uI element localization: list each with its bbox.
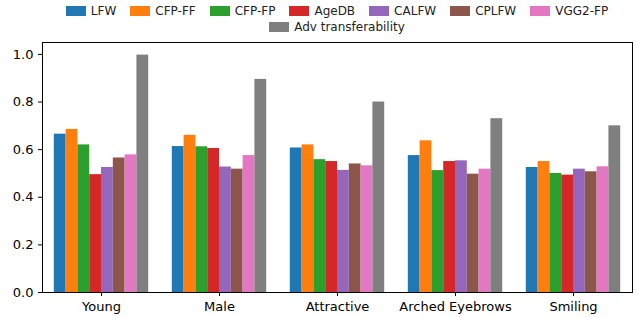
svg-text:1.0: 1.0 xyxy=(13,47,34,62)
html-text:LFW: LFW xyxy=(90,4,117,18)
svg-text:0.0: 0.0 xyxy=(13,285,34,300)
svg-text:0.6: 0.6 xyxy=(13,142,34,157)
svg-text:0.8: 0.8 xyxy=(13,94,34,109)
svg-text:Attractive: Attractive xyxy=(306,299,370,314)
html-text:CALFW: CALFW xyxy=(394,4,437,18)
svg-text:Arched Eyebrows: Arched Eyebrows xyxy=(399,299,512,314)
svg-text:0.2: 0.2 xyxy=(13,237,34,252)
html-text:CFP-FP: CFP-FP xyxy=(234,4,276,18)
svg-text:Male: Male xyxy=(204,299,235,314)
html-text:AgeDB: AgeDB xyxy=(314,4,356,18)
svg-text:Young: Young xyxy=(81,299,121,314)
html-text:Adv transferability: Adv transferability xyxy=(294,20,405,34)
svg-text:Smiling: Smiling xyxy=(549,299,597,314)
html-text:CFP-FF: CFP-FF xyxy=(155,4,196,18)
svg-text:0.4: 0.4 xyxy=(13,189,34,204)
html-text:CPLFW: CPLFW xyxy=(475,4,517,18)
html-text:VGG2-FP: VGG2-FP xyxy=(555,4,609,18)
